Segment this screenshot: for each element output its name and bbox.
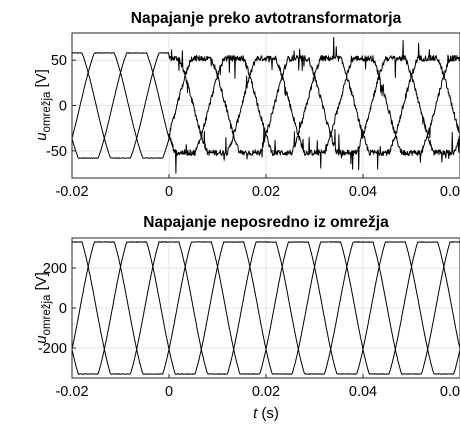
subplot-bottom-ytick-label: -200: [38, 341, 67, 357]
subplot-top-series-3: [71, 39, 460, 171]
subplot-bottom-title: Napajanje neposredno iz omrežja: [143, 214, 389, 231]
subplot-bottom-series-3: [71, 241, 460, 375]
subplot-bottom-ylabel: uomrežja[V]: [33, 272, 53, 344]
subplot-top-ytick-label: -50: [46, 144, 67, 160]
subplot-bottom: Napajanje neposredno iz omrežja -0.02 0 0.…: [33, 214, 460, 422]
subplot-top-xtick-label: 0.06: [440, 184, 460, 200]
subplot-top-xtick-label: -0.02: [55, 184, 88, 200]
subplot-top-xtick-label: 0.04: [349, 184, 377, 200]
subplot-bottom-xtick-label: 0.04: [349, 384, 377, 400]
subplot-bottom-xtick-label: -0.02: [55, 384, 88, 400]
subplot-top-title: Napajanje preko avtotransformatorja: [131, 10, 402, 27]
subplot-top-ytick-label: 50: [51, 53, 67, 69]
subplot-bottom-xtick-label: 0.02: [252, 384, 280, 400]
subplot-bottom-xtick-label: 0.06: [440, 384, 460, 400]
subplot-bottom-xtick-label: 0: [165, 384, 173, 400]
subplot-bottom-ytick-label: 0: [59, 301, 67, 317]
subplot-bottom-xlabel: t (s): [253, 405, 279, 422]
subplot-top-ytick-label: 0: [59, 99, 67, 115]
subplot-top-ylabel: uomrežja[V]: [33, 69, 53, 141]
subplot-top-xtick-label: 0: [165, 184, 173, 200]
subplot-top-xtick-label: 0.02: [252, 184, 280, 200]
subplot-top: Napajanje preko avtotransformatorja -0.0…: [33, 10, 460, 200]
subplot-bottom-ytick-label: 200: [43, 261, 67, 277]
